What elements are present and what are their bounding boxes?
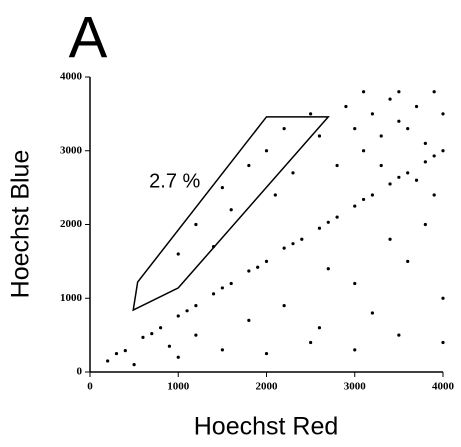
point [414,178,419,182]
point [167,344,172,348]
point [291,171,295,175]
point [361,90,366,94]
point [317,226,322,230]
point [220,286,224,290]
point [220,186,224,190]
point [441,296,445,300]
point [229,208,233,212]
point [361,197,366,202]
point [361,149,366,153]
point [176,355,180,359]
point [397,333,401,337]
point [114,351,119,356]
point [406,259,410,263]
x-tick-label: 4000 [432,381,455,393]
point [132,363,136,367]
point [353,204,357,208]
point [388,182,392,186]
point [309,112,313,116]
point [264,351,269,356]
point [441,149,445,153]
point [141,335,145,339]
point [397,119,401,123]
point [123,349,127,353]
y-tick-label: 0 [77,366,83,378]
point [291,242,295,246]
point [406,171,410,175]
panel-label: A [69,5,108,70]
point [432,154,436,158]
point [326,220,330,224]
point [317,134,322,138]
point [370,193,374,197]
x-tick-label: 3000 [344,381,367,393]
point [185,309,189,313]
point [282,304,286,308]
point [414,104,419,109]
y-tick-label: 4000 [60,71,83,83]
point [194,304,198,308]
point [247,318,251,322]
point [388,237,392,241]
point [159,326,163,330]
point [264,149,269,153]
point [432,193,436,197]
point [194,333,198,337]
point [256,265,260,269]
point [423,141,427,145]
point [106,359,110,363]
point [388,97,392,101]
point [406,127,410,131]
point [247,163,251,168]
point [309,340,313,345]
point [247,269,251,273]
gate-label: 2.7 % [149,170,200,192]
point [353,348,357,352]
y-tick-label: 2000 [60,218,83,230]
x-tick-label: 2000 [256,381,279,393]
point [423,222,427,227]
point [282,246,286,250]
point [370,311,374,315]
point [273,193,277,197]
point [432,90,436,94]
point [176,314,180,318]
point [300,237,304,241]
point [264,259,269,263]
point [379,134,383,138]
point [441,112,445,116]
point [441,340,445,345]
point [317,326,322,330]
point [423,160,427,164]
point [335,215,339,219]
x-tick-label: 0 [87,381,93,393]
point [344,104,348,109]
point [326,267,330,271]
y-axis-label: Hoechst Blue [7,150,35,299]
x-tick-label: 1000 [167,381,190,393]
point [194,222,198,227]
point [176,252,180,256]
point [353,127,357,131]
point [353,281,357,286]
point [220,348,224,352]
point [397,175,401,179]
point [211,292,216,296]
point [150,332,154,336]
point [370,112,374,116]
x-axis-label: Hoechst Red [194,413,339,441]
y-tick-label: 3000 [60,144,83,156]
y-tick-label: 1000 [60,292,83,304]
point [379,163,383,168]
point [335,163,339,168]
point [229,281,233,286]
gate [132,116,330,312]
point [397,90,401,94]
point [282,127,286,131]
